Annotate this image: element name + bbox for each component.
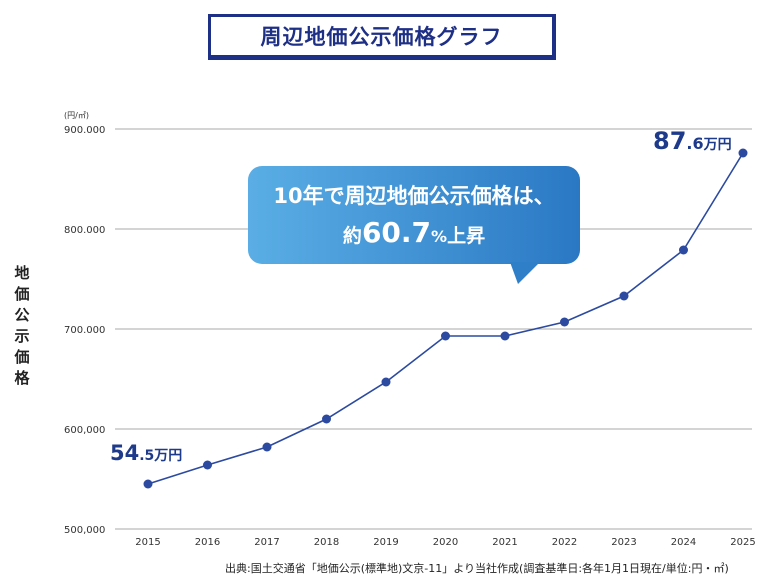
x-tick-label: 2025 — [730, 537, 755, 548]
y-unit-label: (円/㎡) — [64, 111, 89, 120]
start-value-dec: .5 — [139, 448, 155, 464]
y-axis-title: 地価公示価格 — [14, 264, 30, 387]
x-tick-label: 2019 — [373, 537, 398, 548]
chart-title: 周辺地価公示価格グラフ — [208, 14, 556, 60]
data-point — [381, 377, 391, 387]
callout-prefix: 約 — [342, 225, 362, 247]
y-tick-label: 800.000 — [64, 225, 105, 236]
start-value-label: 54.5万円 — [110, 441, 182, 465]
end-value-label: 87.6万円 — [653, 127, 732, 155]
x-tick-label: 2023 — [611, 537, 636, 548]
data-point — [500, 331, 510, 341]
start-value-unit: 万円 — [154, 448, 183, 464]
x-tick-label: 2024 — [671, 537, 696, 548]
data-point — [560, 317, 569, 327]
y-tick-label: 700.000 — [64, 325, 105, 336]
y-tick-label: 600,000 — [64, 425, 105, 436]
data-point — [738, 148, 748, 158]
data-point — [203, 460, 212, 470]
callout-number: 60.7 — [361, 216, 432, 249]
data-point — [322, 414, 331, 424]
callout-suffix: 上昇 — [447, 225, 486, 247]
data-point — [679, 245, 688, 255]
y-tick-label: 500,000 — [64, 525, 105, 536]
x-tick-label: 2022 — [552, 537, 577, 548]
start-value-int: 54 — [110, 441, 140, 465]
x-tick-label: 2016 — [195, 537, 220, 548]
x-tick-label: 2018 — [314, 537, 339, 548]
data-point — [262, 442, 272, 452]
source-note: 出典:国土交通省「地価公示(標準地)文京-11」より当社作成(調査基準日:各年1… — [225, 562, 729, 575]
data-point — [619, 291, 629, 301]
end-value-unit: 万円 — [703, 137, 732, 153]
callout-line2: 約60.7%上昇 — [248, 216, 580, 249]
callout-tail — [510, 262, 540, 284]
callout-line1: 10年で周辺地価公示価格は、 — [273, 184, 555, 208]
end-value-int: 87 — [653, 127, 687, 155]
x-tick-label: 2021 — [492, 537, 517, 548]
end-value-dec: .6 — [686, 134, 704, 153]
x-tick-label: 2017 — [254, 537, 279, 548]
callout-percent: % — [431, 227, 448, 246]
y-tick-label: 900.000 — [64, 125, 105, 136]
x-tick-label: 2015 — [135, 537, 160, 548]
x-tick-label: 2020 — [433, 537, 458, 548]
data-point — [441, 331, 450, 341]
data-point — [143, 479, 153, 489]
callout-box: 10年で周辺地価公示価格は、 約60.7%上昇 — [248, 166, 580, 264]
